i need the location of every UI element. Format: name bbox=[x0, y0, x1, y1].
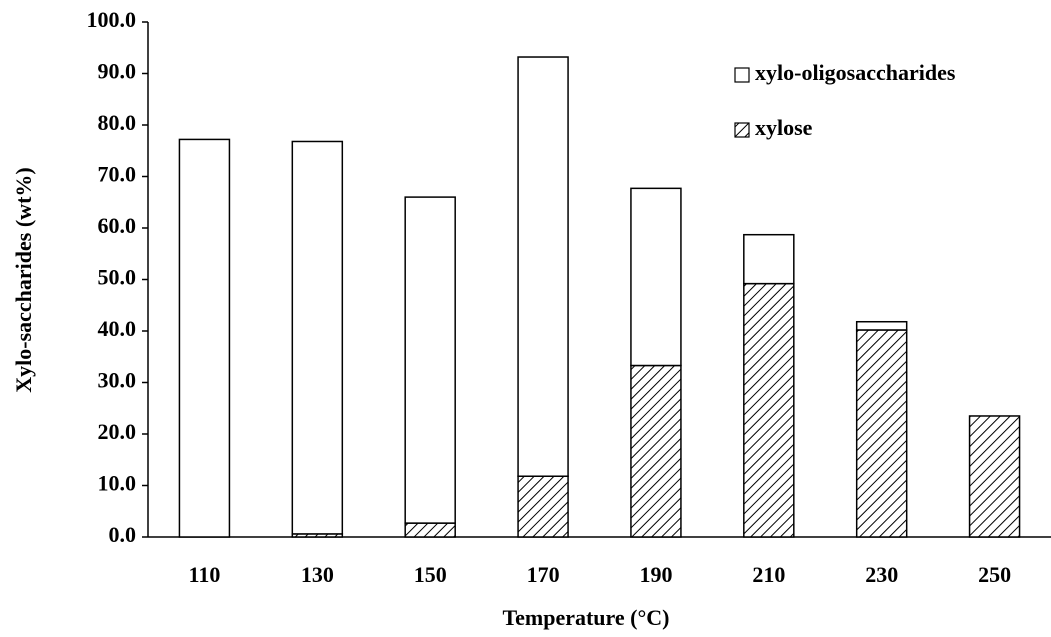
y-tick-label: 90.0 bbox=[98, 59, 137, 84]
y-tick-label: 100.0 bbox=[87, 7, 137, 32]
x-tick-label: 250 bbox=[978, 562, 1011, 587]
y-tick-label: 60.0 bbox=[98, 213, 137, 238]
bar-segment bbox=[743, 233, 795, 285]
y-tick-label: 50.0 bbox=[98, 265, 137, 290]
bar-segment bbox=[404, 196, 456, 524]
y-tick-label: 80.0 bbox=[98, 110, 137, 135]
legend-swatch bbox=[734, 122, 750, 138]
bar-segment bbox=[291, 140, 344, 535]
y-tick-label: 40.0 bbox=[98, 316, 137, 341]
legend-label: xylose bbox=[755, 115, 813, 140]
y-tick-label: 0.0 bbox=[109, 522, 137, 547]
bar-segment bbox=[630, 364, 682, 538]
bar-segment bbox=[404, 522, 456, 538]
legend-swatch bbox=[734, 67, 750, 83]
y-tick-label: 70.0 bbox=[98, 162, 137, 187]
y-axis-title: Xylo-saccharides (wt%) bbox=[11, 167, 36, 392]
x-tick-label: 150 bbox=[414, 562, 447, 587]
bar-segment bbox=[517, 56, 569, 477]
legend-label: xylo-oligosaccharides bbox=[755, 60, 956, 85]
x-tick-label: 130 bbox=[301, 562, 334, 587]
bar-segment bbox=[630, 187, 682, 367]
x-tick-label: 170 bbox=[527, 562, 560, 587]
x-axis-title: Temperature (°C) bbox=[502, 605, 669, 630]
bar-segment bbox=[517, 475, 569, 538]
bar-segment bbox=[178, 138, 231, 538]
bar-segment bbox=[743, 282, 795, 538]
x-tick-label: 230 bbox=[865, 562, 898, 587]
y-tick-label: 30.0 bbox=[98, 368, 137, 393]
y-tick-label: 20.0 bbox=[98, 419, 137, 444]
x-tick-label: 110 bbox=[189, 562, 221, 587]
x-tick-label: 210 bbox=[752, 562, 785, 587]
bar-segment bbox=[855, 329, 908, 538]
bar-segment bbox=[855, 320, 908, 331]
y-tick-label: 10.0 bbox=[98, 471, 137, 496]
bar-segment bbox=[968, 415, 1021, 538]
x-tick-label: 190 bbox=[639, 562, 672, 587]
